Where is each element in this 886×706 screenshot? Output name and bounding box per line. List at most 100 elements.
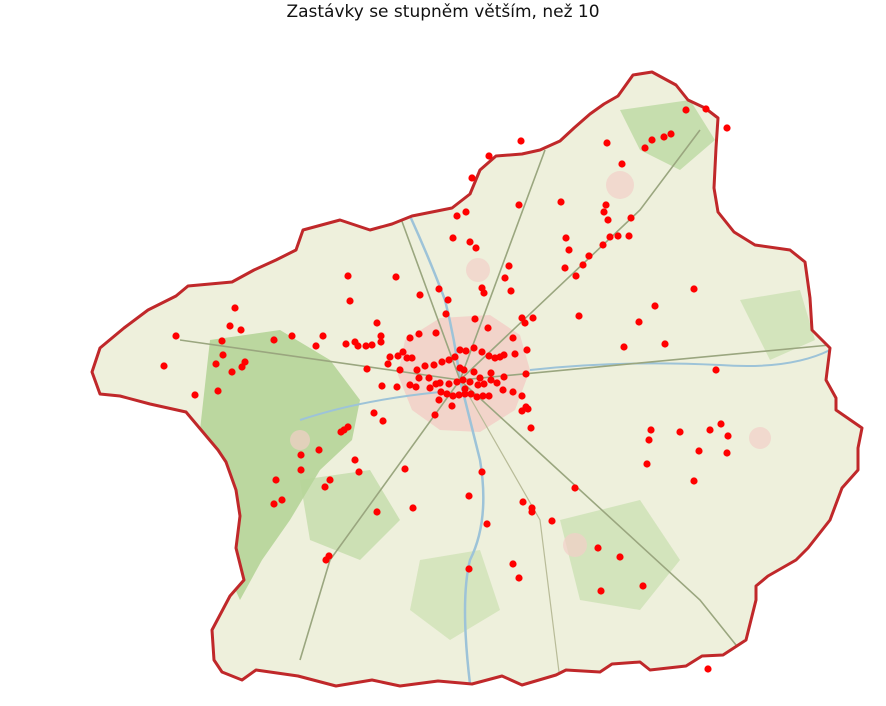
stop-marker: [425, 374, 433, 382]
stop-marker: [480, 289, 488, 297]
stop-marker: [467, 390, 475, 398]
stop-marker: [643, 460, 651, 468]
stop-marker: [620, 343, 628, 351]
stop-marker: [493, 379, 501, 387]
stop-marker: [476, 374, 484, 382]
stop-marker: [509, 388, 517, 396]
stop-marker: [413, 366, 421, 374]
stop-marker: [474, 381, 482, 389]
stop-marker: [575, 312, 583, 320]
stop-marker: [212, 360, 220, 368]
stop-marker: [548, 517, 556, 525]
stop-marker: [346, 297, 354, 305]
stop-marker: [462, 347, 470, 355]
stop-marker: [579, 261, 587, 269]
river: [408, 215, 485, 685]
stop-marker: [565, 246, 573, 254]
stop-marker: [421, 362, 429, 370]
road: [399, 215, 461, 381]
stop-marker: [723, 124, 731, 132]
stop-marker: [585, 252, 593, 260]
stop-marker: [272, 476, 280, 484]
stop-marker: [723, 449, 731, 457]
stop-marker: [635, 318, 643, 326]
stop-marker: [645, 436, 653, 444]
stop-marker: [528, 508, 536, 516]
stop-marker: [445, 380, 453, 388]
stop-marker: [604, 216, 612, 224]
stop-marker: [682, 106, 690, 114]
stop-marker: [160, 362, 168, 370]
stop-marker: [321, 483, 329, 491]
stop-marker: [445, 356, 453, 364]
stop-marker: [415, 330, 423, 338]
stop-marker: [509, 560, 517, 568]
stop-marker: [641, 144, 649, 152]
stop-marker: [515, 201, 523, 209]
road: [459, 129, 701, 381]
stop-marker: [191, 391, 199, 399]
stop-marker: [600, 208, 608, 216]
river: [299, 391, 441, 421]
road: [299, 379, 461, 661]
stop-marker: [487, 376, 495, 384]
stop-marker: [527, 424, 535, 432]
stop-marker: [507, 287, 515, 295]
stop-marker: [485, 392, 493, 400]
stop-marker: [509, 334, 517, 342]
stop-marker: [384, 360, 392, 368]
stop-marker: [355, 468, 363, 476]
stop-marker: [278, 496, 286, 504]
stop-marker: [449, 234, 457, 242]
stop-marker: [724, 432, 732, 440]
road: [179, 339, 461, 381]
stop-marker: [485, 152, 493, 160]
stop-marker: [660, 133, 668, 141]
road: [459, 149, 546, 381]
stop-marker: [403, 354, 411, 362]
stop-marker: [717, 420, 725, 428]
stop-marker: [219, 351, 227, 359]
stop-marker: [438, 358, 446, 366]
stop-marker: [218, 337, 226, 345]
stop-marker: [214, 387, 222, 395]
stop-marker: [519, 498, 527, 506]
river: [529, 349, 831, 371]
stop-marker: [297, 451, 305, 459]
stop-marker: [466, 238, 474, 246]
forest-area: [740, 290, 815, 360]
stop-marker: [712, 366, 720, 374]
stop-marker: [499, 386, 507, 394]
stop-marker: [505, 262, 513, 270]
stop-marker: [270, 336, 278, 344]
stop-marker: [690, 285, 698, 293]
stop-marker: [518, 407, 526, 415]
stop-marker: [557, 198, 565, 206]
stop-marker: [363, 365, 371, 373]
stop-marker: [436, 379, 444, 387]
forest-area: [300, 470, 400, 560]
stop-marker: [479, 392, 487, 400]
stop-marker: [394, 352, 402, 360]
stop-marker: [228, 368, 236, 376]
stop-marker: [603, 139, 611, 147]
stop-marker: [373, 319, 381, 327]
stop-marker: [379, 417, 387, 425]
stop-marker: [312, 342, 320, 350]
stop-marker: [377, 338, 385, 346]
stop-marker: [517, 137, 525, 145]
stop-marker: [648, 136, 656, 144]
stop-marker: [484, 324, 492, 332]
stop-marker: [561, 264, 569, 272]
forest-area: [410, 550, 500, 640]
stop-marker: [651, 302, 659, 310]
stop-marker: [448, 402, 456, 410]
stop-marker: [465, 565, 473, 573]
stop-marker: [238, 363, 246, 371]
stop-markers: [160, 105, 732, 673]
stop-marker: [412, 383, 420, 391]
stop-marker: [392, 273, 400, 281]
stop-marker: [690, 477, 698, 485]
stop-marker: [522, 370, 530, 378]
